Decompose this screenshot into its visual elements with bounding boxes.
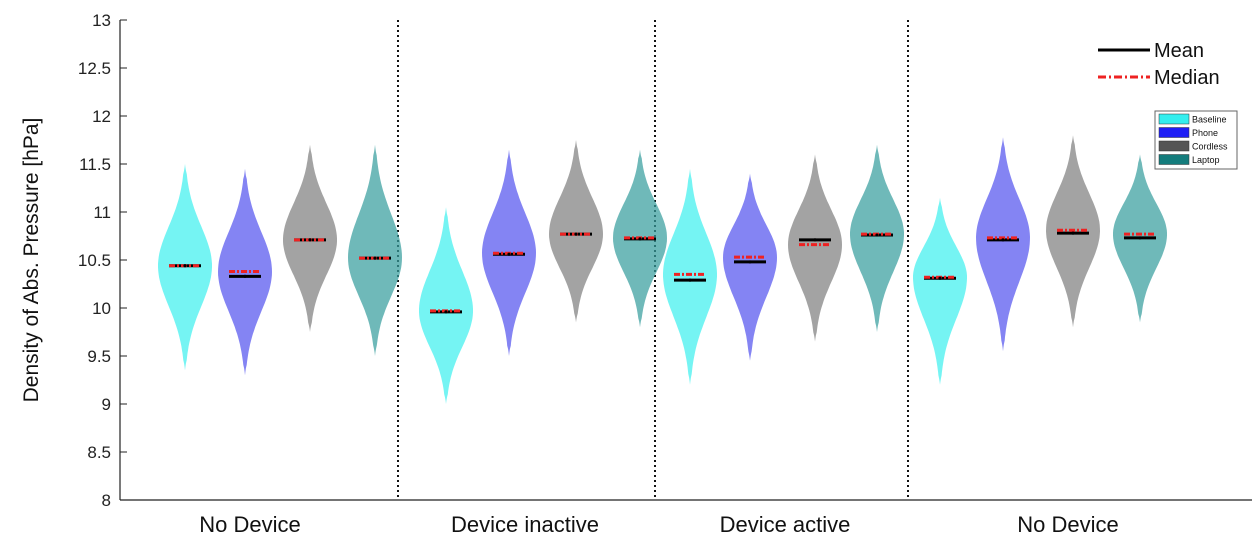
violin-layer <box>158 135 1167 404</box>
violin-laptop <box>850 144 904 332</box>
mean-marker <box>938 276 942 280</box>
legend-label: Laptop <box>1192 155 1220 165</box>
mean-marker <box>444 310 448 314</box>
mean-marker <box>183 264 187 268</box>
violin-phone <box>723 173 777 361</box>
violin-baseline <box>419 207 473 404</box>
y-tick-label: 12 <box>92 107 111 126</box>
mean-marker <box>875 233 879 237</box>
legend-swatch <box>1158 140 1190 152</box>
y-tick-label: 10.5 <box>78 251 111 270</box>
y-axis-title: Density of Abs. Pressure [hPa] <box>20 118 43 403</box>
violin-cordless <box>549 140 603 323</box>
mean-marker <box>638 237 642 241</box>
y-tick-label: 10 <box>92 299 111 318</box>
mean-marker <box>574 232 578 236</box>
mean-marker <box>243 274 247 278</box>
mean-marker <box>748 260 752 264</box>
violin-cordless <box>788 154 842 342</box>
stats-legend-label: Mean <box>1154 40 1204 62</box>
group-label: Device active <box>720 512 851 537</box>
mean-marker <box>373 256 377 260</box>
group-label: No Device <box>1017 512 1118 537</box>
violin-baseline <box>913 197 967 385</box>
legend-label: Cordless <box>1192 142 1228 152</box>
mean-marker <box>1138 236 1142 240</box>
violin-phone <box>976 137 1030 352</box>
y-tick-label: 11 <box>93 203 111 222</box>
legend-swatch <box>1158 113 1190 125</box>
group-label: Device inactive <box>451 512 599 537</box>
y-tick-label: 12.5 <box>78 59 111 78</box>
stats-legend-label: Median <box>1154 67 1220 89</box>
legend: Mean Median Baseline Phone Cordless Laptop <box>1098 40 1238 170</box>
y-tick-label: 11.5 <box>79 155 111 174</box>
legend-label: Phone <box>1192 128 1218 138</box>
mean-marker <box>1071 231 1075 235</box>
violin-laptop <box>348 144 402 356</box>
mean-marker <box>308 238 312 242</box>
violin-baseline <box>663 168 717 385</box>
mean-marker <box>507 252 511 256</box>
legend-label: Baseline <box>1192 115 1227 125</box>
group-label: No Device <box>199 512 300 537</box>
legend-swatch <box>1158 154 1190 165</box>
y-tick-label: 9.5 <box>87 347 111 366</box>
legend-swatch <box>1158 127 1190 138</box>
y-tick-label: 13 <box>92 11 111 30</box>
y-tick-label: 9 <box>102 395 111 414</box>
axis-layer: 8 8.5 9 9.5 10 10.5 11 11.5 12 12.5 13 No Device Dev… <box>78 11 1252 537</box>
y-tick-label: 8 <box>102 491 111 510</box>
y-tick-label: 8.5 <box>87 443 111 462</box>
mean-marker <box>688 278 692 282</box>
mean-marker <box>1001 238 1005 242</box>
mean-marker <box>813 238 817 242</box>
